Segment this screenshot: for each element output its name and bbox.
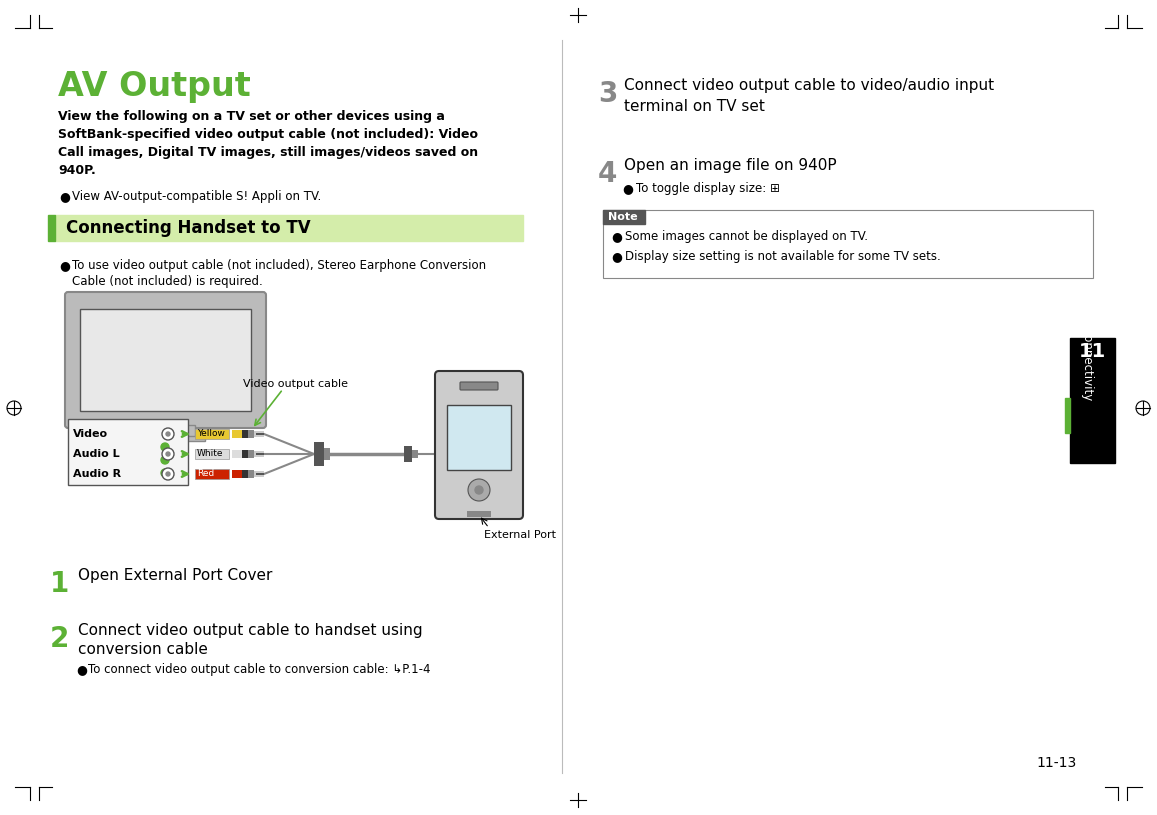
Bar bbox=[404, 446, 412, 462]
Circle shape bbox=[161, 469, 169, 477]
Bar bbox=[256, 433, 264, 435]
Bar bbox=[233, 450, 242, 458]
Circle shape bbox=[162, 448, 174, 460]
Text: Connect video output cable to video/audio input: Connect video output cable to video/audi… bbox=[624, 78, 994, 93]
Text: Yellow: Yellow bbox=[197, 430, 224, 438]
Text: Note: Note bbox=[607, 212, 638, 222]
Text: Open an image file on 940P: Open an image file on 940P bbox=[624, 158, 837, 173]
Text: ●: ● bbox=[611, 230, 621, 243]
Bar bbox=[80, 309, 251, 411]
Bar bbox=[447, 405, 511, 470]
Bar bbox=[56, 215, 523, 241]
Text: Red: Red bbox=[197, 469, 214, 478]
Text: Some images cannot be displayed on TV.: Some images cannot be displayed on TV. bbox=[625, 230, 868, 243]
Bar bbox=[603, 210, 1093, 278]
Circle shape bbox=[161, 443, 169, 451]
Circle shape bbox=[161, 456, 169, 464]
Text: 4: 4 bbox=[598, 160, 618, 188]
Text: White: White bbox=[197, 450, 223, 459]
Bar bbox=[255, 431, 264, 437]
FancyBboxPatch shape bbox=[460, 382, 498, 390]
Bar bbox=[256, 473, 264, 475]
Bar bbox=[242, 450, 248, 458]
Circle shape bbox=[165, 452, 170, 456]
FancyBboxPatch shape bbox=[196, 429, 229, 439]
Text: 11-13: 11-13 bbox=[1037, 756, 1077, 770]
FancyBboxPatch shape bbox=[196, 449, 229, 459]
Bar bbox=[248, 430, 255, 438]
Bar bbox=[256, 453, 264, 455]
Text: ●: ● bbox=[59, 190, 69, 203]
Text: Audio R: Audio R bbox=[73, 469, 121, 479]
Text: ●: ● bbox=[622, 182, 633, 195]
Bar bbox=[125, 436, 205, 441]
Text: 3: 3 bbox=[598, 80, 618, 108]
Circle shape bbox=[162, 428, 174, 440]
Text: To use video output cable (not included), Stereo Earphone Conversion: To use video output cable (not included)… bbox=[72, 259, 486, 272]
Text: View the following on a TV set or other devices using a
SoftBank-specified video: View the following on a TV set or other … bbox=[58, 110, 478, 177]
Text: ●: ● bbox=[59, 259, 69, 272]
Circle shape bbox=[476, 486, 482, 494]
Bar bbox=[242, 430, 248, 438]
Bar bbox=[467, 511, 491, 517]
Text: Audio L: Audio L bbox=[73, 449, 119, 459]
Text: ●: ● bbox=[611, 250, 621, 263]
Bar bbox=[135, 425, 196, 437]
Text: Open External Port Cover: Open External Port Cover bbox=[78, 568, 272, 583]
Bar bbox=[255, 471, 264, 477]
Text: AV Output: AV Output bbox=[58, 70, 251, 103]
Bar bbox=[233, 430, 242, 438]
Text: Video output cable: Video output cable bbox=[243, 379, 348, 389]
Text: 1: 1 bbox=[50, 570, 69, 598]
Bar bbox=[314, 442, 324, 466]
Bar bbox=[68, 419, 187, 485]
FancyBboxPatch shape bbox=[65, 292, 266, 428]
Text: Cable (not included) is required.: Cable (not included) is required. bbox=[72, 275, 263, 288]
Bar bbox=[242, 470, 248, 478]
Bar bbox=[324, 448, 330, 460]
Text: 2: 2 bbox=[50, 625, 69, 653]
Bar bbox=[1070, 338, 1115, 463]
Circle shape bbox=[165, 432, 170, 436]
Circle shape bbox=[162, 468, 174, 480]
Bar bbox=[603, 210, 644, 224]
Text: To connect video output cable to conversion cable: ↳P.1-4: To connect video output cable to convers… bbox=[88, 663, 430, 676]
FancyBboxPatch shape bbox=[196, 469, 229, 479]
Text: Connecting Handset to TV: Connecting Handset to TV bbox=[66, 219, 310, 237]
Text: External Port: External Port bbox=[484, 530, 557, 540]
Text: conversion cable: conversion cable bbox=[78, 642, 208, 657]
Text: Display size setting is not available for some TV sets.: Display size setting is not available fo… bbox=[625, 250, 941, 263]
Text: Connectivity: Connectivity bbox=[1079, 327, 1093, 401]
Text: ●: ● bbox=[76, 663, 87, 676]
Bar bbox=[248, 470, 255, 478]
Bar bbox=[412, 450, 418, 458]
Text: View AV-output-compatible S! Appli on TV.: View AV-output-compatible S! Appli on TV… bbox=[72, 190, 322, 203]
Text: Video: Video bbox=[73, 429, 108, 439]
Circle shape bbox=[165, 472, 170, 476]
FancyBboxPatch shape bbox=[435, 371, 523, 519]
Text: terminal on TV set: terminal on TV set bbox=[624, 99, 765, 114]
Text: 11: 11 bbox=[1078, 342, 1106, 361]
Text: Connect video output cable to handset using: Connect video output cable to handset us… bbox=[78, 623, 422, 638]
Text: To toggle display size: ⊞: To toggle display size: ⊞ bbox=[636, 182, 780, 195]
Bar bbox=[47, 215, 56, 241]
Bar bbox=[248, 450, 255, 458]
Bar bbox=[255, 451, 264, 457]
Circle shape bbox=[467, 479, 491, 501]
Bar bbox=[1064, 398, 1070, 433]
Bar bbox=[233, 470, 242, 478]
